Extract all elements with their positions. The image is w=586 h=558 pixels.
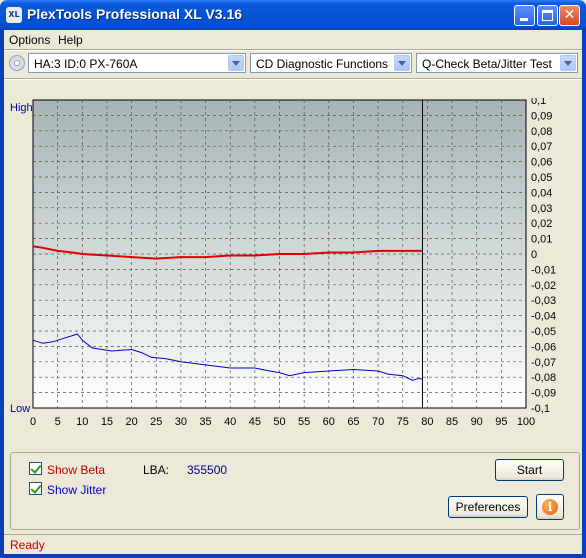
- drive-select-value: HA:3 ID:0 PX-760A: [34, 57, 138, 71]
- lba-value: 355500: [187, 463, 228, 477]
- y-tick-label: 0,03: [531, 203, 552, 215]
- close-button[interactable]: ✕: [559, 5, 580, 26]
- function-select-value: CD Diagnostic Functions: [256, 57, 389, 71]
- x-tick-label: 20: [125, 416, 137, 428]
- show-beta-label[interactable]: Show Beta: [47, 463, 106, 477]
- y-tick-label: 0,05: [531, 172, 552, 184]
- y-tick-label: -0,04: [531, 311, 556, 323]
- x-tick-label: 95: [495, 416, 507, 428]
- y-tick-label: 0,01: [531, 234, 552, 246]
- y-tick-label: -0,07: [531, 357, 556, 369]
- x-tick-label: 30: [175, 416, 187, 428]
- show-jitter-checkbox[interactable]: [29, 482, 42, 495]
- minimize-icon: [520, 18, 528, 21]
- beta-jitter-chart: 0 5 10 15 20 25 30 35 40 45 50 55 60 65 70 75 80 85 90 95 10…: [10, 98, 556, 428]
- x-tick-label: 60: [323, 416, 335, 428]
- test-select[interactable]: Q-Check Beta/Jitter Test: [416, 53, 578, 73]
- minimize-button[interactable]: [514, 5, 535, 26]
- y-tick-label: -0,02: [531, 280, 556, 292]
- y-tick-label: 0,02: [531, 218, 552, 230]
- window-title: PlexTools Professional XL V3.16: [27, 6, 243, 22]
- status-text: Ready: [10, 538, 45, 552]
- menu-separator: [2, 49, 584, 51]
- x-tick-label: 65: [347, 416, 359, 428]
- window-border-left: [0, 30, 4, 558]
- menu-bar: Options Help: [0, 30, 586, 49]
- x-tick-label: 45: [249, 416, 261, 428]
- drive-select[interactable]: HA:3 ID:0 PX-760A: [28, 53, 246, 73]
- chevron-down-icon[interactable]: [560, 55, 576, 71]
- y-tick-label: -0,03: [531, 295, 556, 307]
- function-select[interactable]: CD Diagnostic Functions: [250, 53, 412, 73]
- x-tick-label: 25: [150, 416, 162, 428]
- chevron-down-icon[interactable]: [228, 55, 244, 71]
- x-tick-label: 35: [199, 416, 211, 428]
- y-tick-label: -0,01: [531, 264, 556, 276]
- chart-panel: 0 5 10 15 20 25 30 35 40 45 50 55 60 65 70 75 80 85 90 95 10…: [7, 98, 573, 446]
- x-tick-label: 50: [273, 416, 285, 428]
- x-tick-label: 80: [421, 416, 433, 428]
- test-select-value: Q-Check Beta/Jitter Test: [422, 57, 552, 71]
- y-tick-label: 0,08: [531, 126, 552, 138]
- x-tick-label: 85: [446, 416, 458, 428]
- show-beta-checkbox[interactable]: [29, 462, 42, 475]
- y-tick-label: 0,07: [531, 141, 552, 153]
- show-jitter-label[interactable]: Show Jitter: [47, 483, 107, 497]
- y-tick-label: 0: [531, 249, 537, 261]
- start-button[interactable]: Start: [495, 459, 564, 481]
- y-tick-label: -0,05: [531, 326, 556, 338]
- menu-help[interactable]: Help: [58, 33, 83, 47]
- y-tick-label: -0,06: [531, 341, 556, 353]
- title-bar[interactable]: XL PlexTools Professional XL V3.16 ✕: [0, 0, 586, 30]
- app-xl-icon: XL: [6, 7, 22, 23]
- y-tick-label: 0,1: [531, 98, 546, 107]
- maximize-button[interactable]: [537, 5, 558, 26]
- beta-series-line: [32, 245, 423, 260]
- close-icon: ✕: [563, 7, 576, 23]
- cd-drive-icon: [9, 55, 25, 71]
- y-tick-label: 0,09: [531, 110, 552, 122]
- x-tick-label: 10: [76, 416, 88, 428]
- y-tick-label: -0,08: [531, 372, 556, 384]
- chevron-down-icon[interactable]: [394, 55, 410, 71]
- preferences-button[interactable]: Preferences: [448, 496, 528, 518]
- maximize-icon: [542, 10, 553, 21]
- x-tick-label: 55: [298, 416, 310, 428]
- controls-panel: [10, 452, 580, 530]
- window-border-bottom: [0, 554, 586, 558]
- x-tick-label: 70: [372, 416, 384, 428]
- axis-high-label: High: [10, 102, 33, 114]
- x-tick-label: 15: [101, 416, 113, 428]
- x-tick-label: 75: [397, 416, 409, 428]
- y-tick-label: -0,09: [531, 388, 556, 400]
- menu-options[interactable]: Options: [9, 33, 51, 47]
- x-tick-label: 0: [30, 416, 36, 428]
- toolbar-separator: [2, 78, 584, 80]
- axis-low-label: Low: [10, 403, 30, 415]
- x-tick-label: 100: [517, 416, 535, 428]
- info-button[interactable]: i: [536, 494, 564, 520]
- jitter-series-line: [32, 333, 423, 381]
- lba-label: LBA:: [143, 463, 170, 477]
- x-tick-label: 90: [471, 416, 483, 428]
- y-tick-label: -0,1: [531, 403, 550, 415]
- status-bar: Ready: [4, 534, 582, 555]
- y-tick-label: 0,04: [531, 187, 552, 199]
- window-border-right: [582, 30, 586, 558]
- x-tick-label: 5: [55, 416, 61, 428]
- info-icon: i: [542, 499, 558, 515]
- y-tick-label: 0,06: [531, 157, 552, 169]
- x-tick-label: 40: [224, 416, 236, 428]
